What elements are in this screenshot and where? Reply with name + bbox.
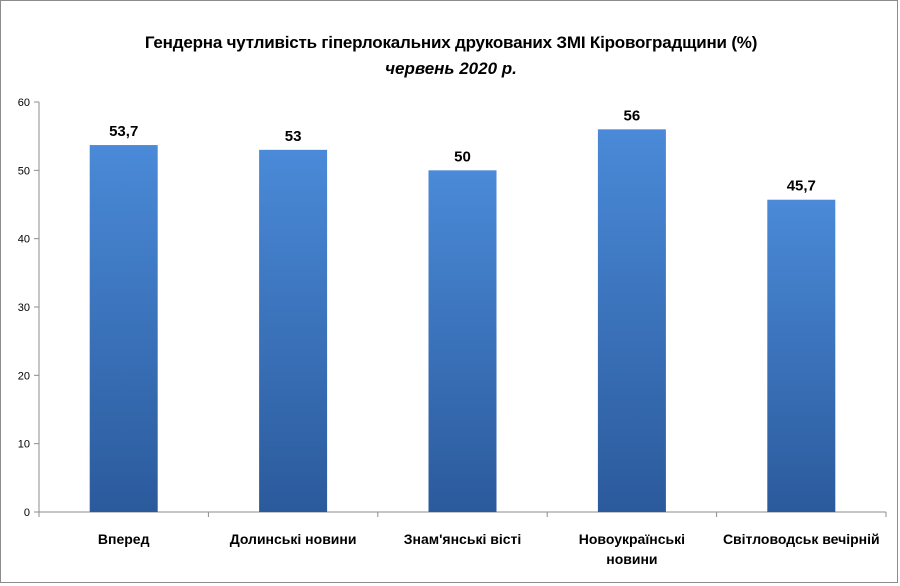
bar — [89, 145, 158, 513]
data-label: 53,7 — [109, 123, 138, 140]
y-tick-label: 30 — [18, 302, 30, 314]
y-tick-label: 0 — [24, 507, 30, 519]
y-tick-label: 40 — [18, 234, 30, 246]
y-tick-label: 20 — [18, 370, 30, 382]
bar — [767, 199, 836, 512]
bar — [259, 149, 328, 513]
chart-subtitle: червень 2020 р. — [385, 59, 517, 78]
x-tick-label: Долинські новини — [230, 531, 357, 547]
data-label: 50 — [454, 148, 471, 165]
y-tick-label: 50 — [18, 165, 30, 177]
y-tick-label: 60 — [18, 97, 30, 109]
y-tick-label: 10 — [18, 439, 30, 451]
x-tick-label: Вперед — [98, 531, 150, 547]
data-label: 56 — [624, 107, 641, 124]
data-label: 53 — [285, 128, 302, 145]
bar — [428, 170, 497, 513]
x-tick-label: Знам'янські вісті — [404, 531, 522, 547]
x-tick-label: Світловодськ вечірній — [723, 531, 880, 547]
data-label: 45,7 — [787, 178, 816, 195]
chart-title: Гендерна чутливість гіперлокальних друко… — [144, 33, 758, 52]
bar — [597, 129, 666, 513]
x-tick-label: Новоукраїнські новини — [579, 531, 685, 567]
